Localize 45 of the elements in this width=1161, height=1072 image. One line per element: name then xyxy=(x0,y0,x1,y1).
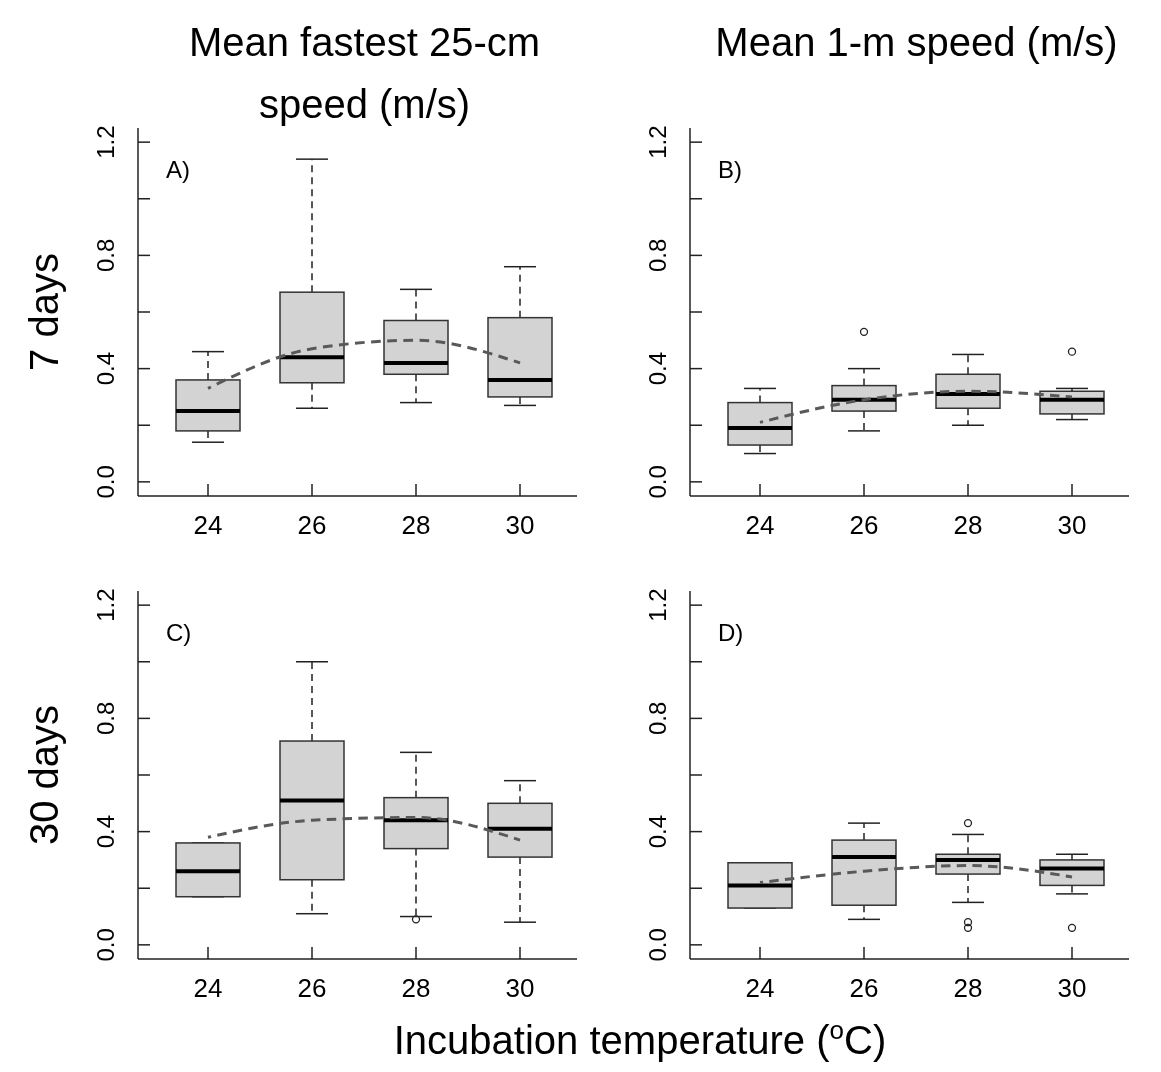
x-tick-label: 30 xyxy=(505,510,535,540)
annotation: D) xyxy=(718,619,744,646)
x-tick-label: 30 xyxy=(1057,510,1087,540)
x-tick-label: 28 xyxy=(953,973,983,1003)
annotation: A) xyxy=(166,156,190,183)
y-tick-label: 0.0 xyxy=(644,928,671,962)
chart-title: Mean 1-m speed (m/s) xyxy=(715,20,1118,64)
x-tick-label: 26 xyxy=(297,510,327,540)
y-tick-label: 0.4 xyxy=(92,351,119,386)
line-series xyxy=(758,389,1074,424)
y-tick-label: 0.8 xyxy=(92,701,119,736)
y-tick-label: 1.2 xyxy=(644,588,671,622)
x-tick-label: 26 xyxy=(297,973,327,1003)
y-tick-label: 1.2 xyxy=(92,125,119,159)
x-tick-label: 24 xyxy=(745,510,775,540)
y-tick-label: 1.2 xyxy=(92,588,119,622)
y-axis-title: 7 days xyxy=(22,253,66,371)
x-tick-label: 26 xyxy=(849,510,879,540)
x-axis-title: Incubation temperature ($^{o}$C) xyxy=(393,1015,887,1062)
y-tick-label: 0.0 xyxy=(644,465,671,499)
y-tick-label: 0.8 xyxy=(92,238,119,273)
x-tick-label: 24 xyxy=(193,510,223,540)
y-tick-label: 0.8 xyxy=(644,238,671,273)
y-axis-title: 30 days xyxy=(22,704,66,846)
x-tick-label: 30 xyxy=(505,973,535,1003)
x-tick-label: 28 xyxy=(401,510,431,540)
y-tick-label: 0.8 xyxy=(644,701,671,736)
y-tick-label: 1.2 xyxy=(644,125,671,159)
y-tick-label: 0.0 xyxy=(92,928,119,962)
annotation: C) xyxy=(166,619,192,646)
x-tick-label: 28 xyxy=(401,973,431,1003)
y-tick-label: 0.0 xyxy=(92,465,119,499)
x-tick-label: 28 xyxy=(953,510,983,540)
y-tick-label: 0.4 xyxy=(644,351,671,386)
x-tick-label: 26 xyxy=(849,973,879,1003)
annotation: B) xyxy=(718,156,742,183)
x-tick-label: 24 xyxy=(745,973,775,1003)
y-tick-label: 0.4 xyxy=(92,814,119,849)
chart-title: Mean fastest 25-cm speed (m/s) xyxy=(188,20,541,126)
line-series xyxy=(758,864,1074,885)
x-tick-label: 24 xyxy=(193,973,223,1003)
y-tick-label: 0.4 xyxy=(644,814,671,849)
line-series xyxy=(206,338,522,390)
x-tick-label: 30 xyxy=(1057,973,1087,1003)
line-series xyxy=(206,815,522,842)
